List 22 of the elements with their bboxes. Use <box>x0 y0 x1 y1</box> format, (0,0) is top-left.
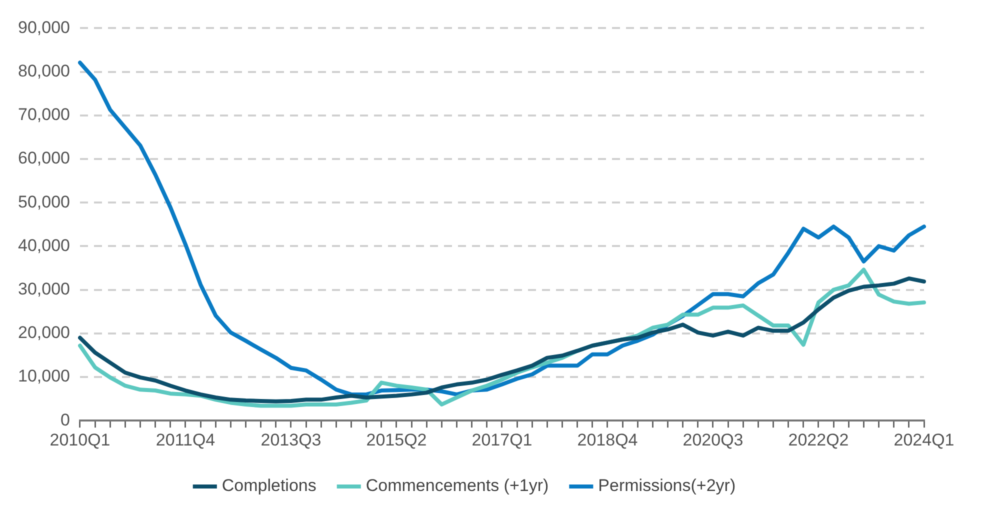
x-tick-label: 2024Q1 <box>894 430 954 450</box>
x-tick-label: 2020Q3 <box>682 430 744 450</box>
y-tick-label: 60,000 <box>18 148 70 168</box>
y-tick-label: 80,000 <box>18 61 70 80</box>
legend-label: Permissions(+2yr) <box>598 476 736 496</box>
y-tick-label: 40,000 <box>18 236 70 255</box>
legend-label: Commencements (+1yr) <box>366 476 549 496</box>
legend-label: Completions <box>222 476 316 496</box>
y-tick-label: 30,000 <box>18 279 70 298</box>
x-tick-label: 2018Q4 <box>577 430 638 450</box>
y-tick-label: 90,000 <box>18 18 70 37</box>
x-tick-label: 2022Q2 <box>788 430 849 450</box>
y-tick-label: 0 <box>60 410 70 430</box>
x-tick-label: 2011Q4 <box>156 430 216 450</box>
y-tick-label: 20,000 <box>18 323 70 342</box>
x-tick-label: 2010Q1 <box>50 430 110 450</box>
x-tick-label: 2017Q1 <box>472 430 532 450</box>
y-tick-label: 10,000 <box>18 366 70 386</box>
y-tick-label: 70,000 <box>18 105 70 124</box>
x-tick-label: 2015Q2 <box>366 430 427 450</box>
y-tick-label: 50,000 <box>18 192 70 212</box>
x-tick-label: 2013Q3 <box>260 430 322 450</box>
